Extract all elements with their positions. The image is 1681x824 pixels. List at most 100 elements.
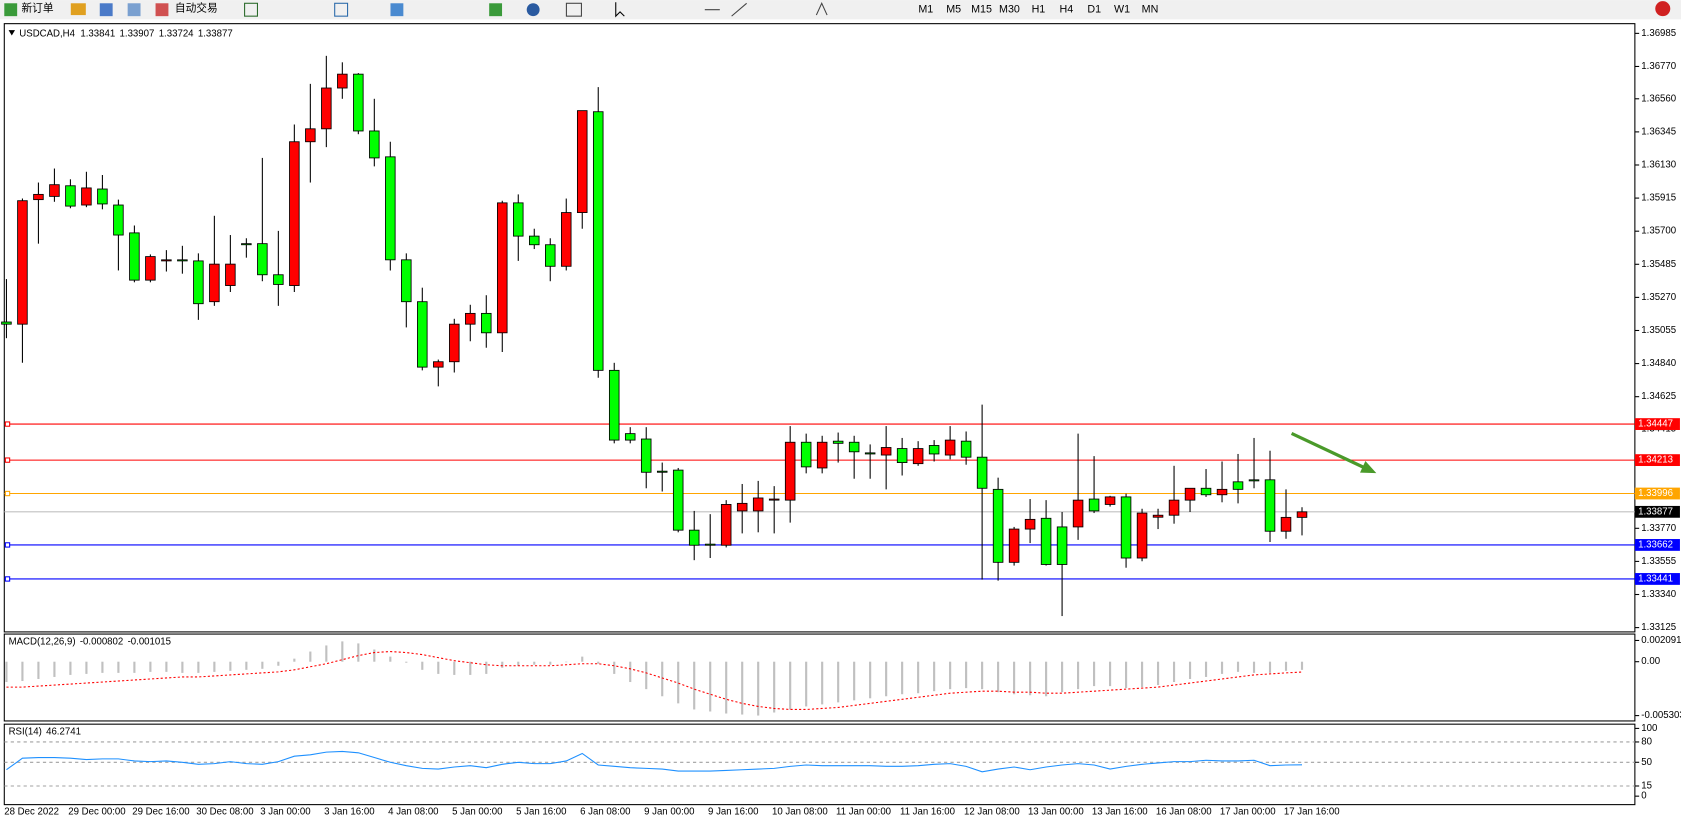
icon bbox=[70, 3, 86, 16]
icon bbox=[155, 3, 169, 17]
y-tick-label: 1.35055 bbox=[1641, 325, 1676, 336]
candle-body bbox=[97, 188, 108, 205]
x-tick-label: 17 Jan 16:00 bbox=[1284, 807, 1340, 818]
icon bbox=[127, 3, 141, 17]
y-tick-label: -0.005303 bbox=[1641, 710, 1681, 721]
header-open: 1.33841 bbox=[80, 28, 115, 39]
candle-body bbox=[832, 440, 844, 444]
level-label: 1.33996 bbox=[1638, 488, 1673, 499]
candle-body bbox=[1024, 518, 1036, 530]
timeframe-button[interactable]: M1 bbox=[918, 4, 933, 16]
macd-chart: 0.002091 0.00 -0.005303 bbox=[5, 635, 1681, 721]
macd-bar bbox=[741, 661, 744, 715]
macd-bar bbox=[725, 661, 728, 714]
macd-bar bbox=[901, 661, 904, 695]
candle-body bbox=[624, 433, 636, 441]
macd-bar bbox=[549, 661, 552, 665]
macd-bar bbox=[773, 661, 776, 713]
level-marker bbox=[4, 421, 11, 427]
macd-bar bbox=[245, 661, 248, 670]
macd-bar bbox=[1156, 661, 1160, 686]
header-low: 1.33724 bbox=[159, 28, 194, 39]
timeframe-button[interactable]: W1 bbox=[1114, 4, 1130, 16]
macd-bar bbox=[1061, 661, 1064, 693]
macd-bar bbox=[581, 656, 584, 662]
main-panel bbox=[3, 23, 1636, 633]
macd-bar bbox=[5, 661, 8, 683]
candle-body bbox=[944, 439, 956, 456]
macd-bar bbox=[789, 661, 792, 710]
candle-body bbox=[497, 202, 508, 334]
y-tick-label: 1.36130 bbox=[1641, 160, 1676, 171]
macd-bar bbox=[213, 661, 216, 672]
macd-name: MACD(12,26,9) bbox=[9, 636, 76, 647]
candle-body bbox=[672, 469, 684, 531]
x-tick-label: 5 Jan 16:00 bbox=[516, 807, 566, 818]
candle-body bbox=[33, 193, 44, 201]
macd-bar bbox=[1236, 661, 1240, 672]
candle-body bbox=[129, 232, 140, 281]
candle-body bbox=[81, 187, 92, 206]
macd-bar bbox=[677, 661, 680, 704]
macd-bar bbox=[357, 643, 360, 662]
x-tick-label: 28 Dec 2022 bbox=[4, 807, 59, 818]
candle-body bbox=[1280, 516, 1292, 532]
candle-body bbox=[656, 470, 668, 473]
bid-label-bg bbox=[1634, 505, 1680, 518]
trend-arrow bbox=[1290, 431, 1377, 474]
rsi-panel bbox=[3, 723, 1636, 806]
macd-bar bbox=[949, 661, 952, 690]
timeframe-button[interactable]: D1 bbox=[1087, 4, 1101, 16]
candle-body bbox=[289, 141, 300, 286]
level-label: 1.34447 bbox=[1638, 419, 1673, 430]
macd-bar bbox=[1220, 661, 1224, 674]
y-tick-label: 1.35485 bbox=[1641, 259, 1676, 270]
arrow-shaft bbox=[1290, 431, 1365, 469]
macd-bar bbox=[1268, 661, 1272, 673]
macd-bar bbox=[485, 661, 488, 674]
timeframe-button[interactable]: H4 bbox=[1059, 4, 1073, 16]
macd-bar bbox=[533, 661, 536, 665]
macd-bar bbox=[917, 661, 920, 694]
level-label-bg bbox=[1634, 539, 1680, 551]
macd-bar bbox=[341, 641, 344, 662]
candle-body bbox=[1264, 479, 1276, 532]
x-tick-label: 13 Jan 00:00 bbox=[1028, 807, 1084, 818]
candle-body bbox=[720, 504, 732, 546]
toolbar: 新订单 自动交易 M1 M5 M15 M30 H1 H4 D1 W1 MN bbox=[0, 0, 1681, 20]
y-tick-label: 1.33340 bbox=[1641, 589, 1676, 600]
macd-value: -0.000802 bbox=[80, 636, 123, 647]
macd-bar bbox=[229, 661, 232, 671]
y-tick-label: 50 bbox=[1641, 757, 1652, 768]
timeframe-button[interactable]: M15 bbox=[971, 4, 992, 16]
timeframe-button[interactable]: M30 bbox=[999, 4, 1020, 16]
candle-body bbox=[1152, 514, 1164, 518]
y-tick-label: 1.35270 bbox=[1641, 292, 1676, 303]
arrow-head bbox=[1360, 461, 1377, 474]
icon bbox=[565, 2, 582, 17]
toolbar-button[interactable]: 新订单 bbox=[21, 1, 53, 14]
tool-icons bbox=[704, 1, 828, 17]
main-chart: 1.36985 1.36770 1.36560 1.36345 1.36130 1.359… bbox=[1, 28, 1680, 633]
toolbar-button[interactable]: 自动交易 bbox=[175, 1, 218, 14]
candle-body bbox=[1136, 512, 1148, 559]
icon bbox=[390, 3, 404, 17]
macd-bar bbox=[821, 661, 824, 705]
candle-body bbox=[113, 204, 124, 236]
candle-body bbox=[816, 441, 828, 469]
level-label: 1.34213 bbox=[1638, 455, 1673, 466]
timeframe-button[interactable]: MN bbox=[1142, 4, 1159, 16]
candle-body bbox=[193, 260, 204, 305]
cursor-icon bbox=[615, 2, 625, 18]
y-tick-label: 80 bbox=[1641, 737, 1652, 748]
timeframe-button[interactable]: M5 bbox=[946, 4, 961, 16]
macd-bar bbox=[181, 661, 184, 673]
candle-body bbox=[912, 448, 924, 465]
macd-bar bbox=[1093, 661, 1096, 687]
macd-bar bbox=[37, 661, 40, 679]
candle-body bbox=[1120, 496, 1132, 559]
timeframe-button[interactable]: H1 bbox=[1032, 4, 1046, 16]
candle-body bbox=[49, 184, 60, 197]
candle-body bbox=[1248, 479, 1260, 482]
